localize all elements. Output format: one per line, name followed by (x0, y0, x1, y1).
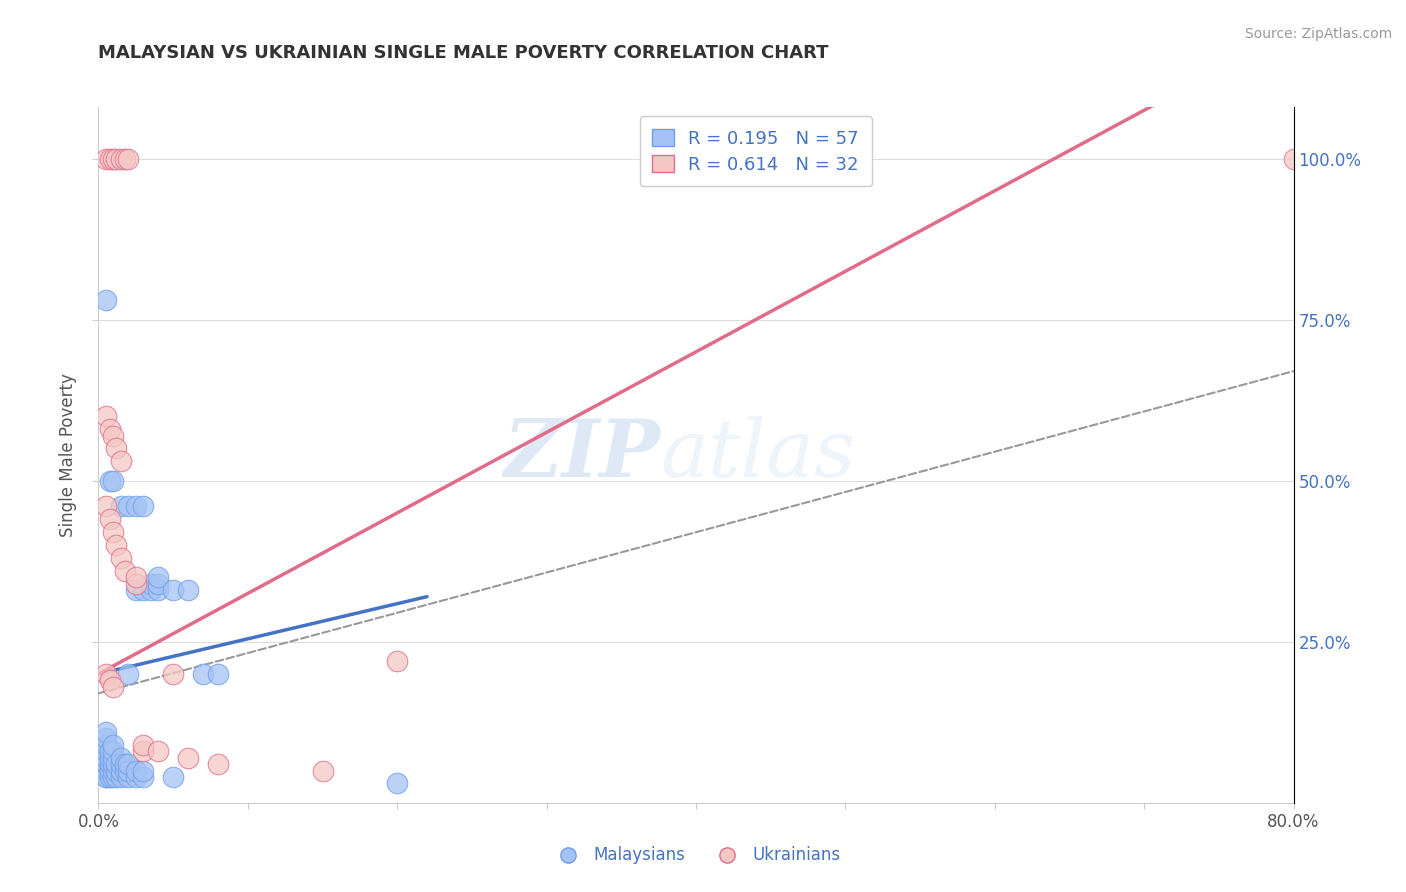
Point (114, 564, 136, 578)
Point (114, 764, 136, 778)
Point (125, 770, 148, 784)
Point (100, 512, 122, 526)
Point (148, 583, 170, 598)
Point (110, 764, 132, 778)
Point (132, 500, 155, 514)
Point (94, 770, 117, 784)
Text: ZIP: ZIP (503, 417, 661, 493)
Point (110, 152, 132, 166)
Point (110, 454, 132, 468)
Point (94, 764, 117, 778)
Point (110, 770, 132, 784)
Point (100, 757, 122, 772)
Point (117, 667, 139, 681)
Legend: Malaysians, Ukrainians: Malaysians, Ukrainians (546, 839, 846, 871)
Point (100, 764, 122, 778)
Text: atlas: atlas (661, 417, 855, 493)
Point (177, 583, 200, 598)
Point (94, 744, 117, 758)
Point (114, 757, 136, 772)
Point (148, 576, 170, 591)
Point (110, 500, 132, 514)
Point (94, 757, 117, 772)
Point (162, 583, 184, 598)
Point (148, 744, 170, 758)
Point (94, 409, 117, 424)
Point (100, 673, 122, 688)
Point (105, 442, 128, 456)
Point (100, 474, 122, 488)
Point (148, 570, 170, 584)
Point (103, 750, 125, 764)
Point (110, 757, 132, 772)
Point (94, 725, 117, 739)
Text: MALAYSIAN VS UKRAINIAN SINGLE MALE POVERTY CORRELATION CHART: MALAYSIAN VS UKRAINIAN SINGLE MALE POVER… (98, 45, 830, 62)
Point (105, 764, 128, 778)
Point (114, 152, 136, 166)
Point (132, 583, 155, 598)
Point (103, 525, 125, 540)
Point (132, 744, 155, 758)
Point (103, 764, 125, 778)
Point (103, 744, 125, 758)
Point (103, 474, 125, 488)
Point (94, 750, 117, 764)
Point (125, 583, 148, 598)
Point (117, 770, 139, 784)
Point (100, 422, 122, 436)
Point (117, 500, 139, 514)
Point (103, 757, 125, 772)
Point (100, 750, 122, 764)
Point (100, 770, 122, 784)
Point (1282, 152, 1305, 166)
Text: Source: ZipAtlas.com: Source: ZipAtlas.com (1244, 27, 1392, 41)
Point (385, 654, 409, 668)
Point (94, 500, 117, 514)
Point (139, 583, 162, 598)
Point (100, 744, 122, 758)
Point (94, 738, 117, 752)
Point (191, 667, 214, 681)
Point (117, 757, 139, 772)
Point (105, 757, 128, 772)
Point (139, 576, 162, 591)
Point (385, 776, 409, 790)
Point (103, 770, 125, 784)
Point (94, 731, 117, 746)
Point (125, 570, 148, 584)
Point (103, 738, 125, 752)
Point (311, 764, 333, 778)
Point (105, 770, 128, 784)
Point (103, 428, 125, 442)
Point (207, 667, 229, 681)
Point (105, 538, 128, 552)
Point (105, 152, 128, 166)
Point (125, 500, 148, 514)
Point (110, 551, 132, 566)
Point (177, 750, 200, 764)
Point (94, 152, 117, 166)
Point (94, 770, 117, 784)
Point (100, 152, 122, 166)
Point (110, 750, 132, 764)
Point (117, 152, 139, 166)
Point (103, 152, 125, 166)
Point (94, 667, 117, 681)
Point (162, 667, 184, 681)
Point (117, 764, 139, 778)
Point (125, 576, 148, 591)
Point (94, 293, 117, 308)
Point (125, 764, 148, 778)
Point (132, 738, 155, 752)
Point (132, 770, 155, 784)
Point (207, 757, 229, 772)
Point (103, 680, 125, 694)
Y-axis label: Single Male Poverty: Single Male Poverty (59, 373, 77, 537)
Point (132, 764, 155, 778)
Point (162, 770, 184, 784)
